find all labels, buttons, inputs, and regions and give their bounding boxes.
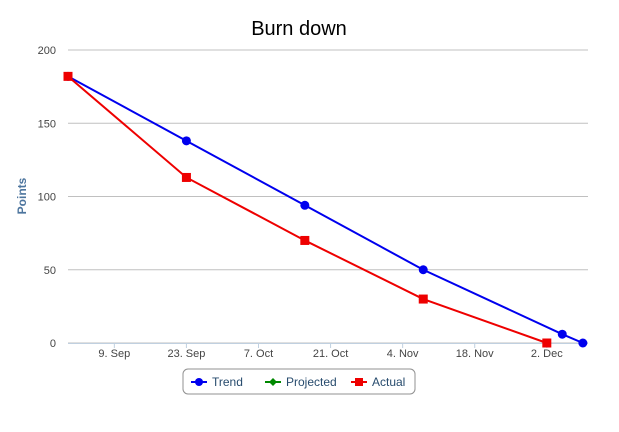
data-point-trend [578,338,588,348]
legend-item-actual[interactable]: Actual [351,375,405,389]
y-tick-label: 200 [38,45,56,57]
data-point-trend [181,136,191,146]
legend-label: Trend [212,375,243,389]
legend-marker-actual [355,378,363,386]
data-point-trend [300,200,310,210]
axes: 0 50 100 150 200 9. Sep 23. Sep 7. Oct 21. Oct 4.… [38,45,588,360]
series-actual [63,71,552,348]
series-line-trend [67,75,584,344]
y-tick-label: 50 [44,265,56,277]
data-point-actual [181,172,191,182]
y-tick-label: 150 [38,118,56,130]
series-layer [63,71,588,348]
grid-lines [68,49,588,344]
data-point-actual [63,71,73,81]
y-axis-title: Points [15,177,29,214]
legend-marker-trend [195,378,203,386]
legend-label: Projected [286,375,337,389]
chart-title: Burn down [251,18,347,40]
legend: Trend Projected Actual [182,368,416,395]
data-point-actual [542,338,552,348]
x-tick-label: 2. Dec [531,348,563,360]
legend-item-projected[interactable]: Projected [265,375,337,389]
x-tick-label: 7. Oct [244,348,273,360]
legend-marker-projected [269,378,277,386]
y-tick-label: 0 [50,338,56,350]
data-point-actual [300,235,310,245]
data-point-actual [418,294,428,304]
x-tick-label: 9. Sep [98,348,130,360]
data-point-trend [418,265,428,275]
data-point-trend [557,329,567,339]
y-tick-label: 100 [38,192,56,204]
x-tick-label: 21. Oct [313,348,348,360]
x-tick-label: 18. Nov [456,348,494,360]
series-trend [63,71,588,348]
x-tick-label: 4. Nov [387,348,419,360]
legend-box [182,368,416,395]
legend-label: Actual [372,375,405,389]
legend-item-trend[interactable]: Trend [191,375,243,389]
x-tick-label: 23. Sep [167,348,205,360]
